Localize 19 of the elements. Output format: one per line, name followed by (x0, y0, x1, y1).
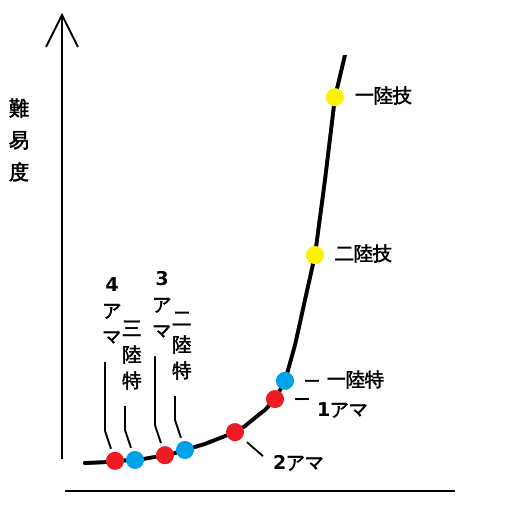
point (156, 446, 174, 464)
annotation: 一陸特 (327, 368, 384, 391)
y-axis-title: 難易度 (8, 95, 30, 186)
annotation: 4アマ (102, 274, 122, 348)
annotation: 2アマ (273, 452, 324, 474)
annotation: 3アマ (152, 268, 172, 342)
text: 一陸技 (355, 85, 413, 108)
annotation: 1アマ (317, 399, 368, 422)
point (226, 423, 244, 442)
point (106, 452, 124, 470)
annotation: 三陸特 (122, 318, 142, 392)
point (326, 88, 344, 106)
annotation: 二陸特 (172, 308, 192, 382)
annotation: 二陸技 (335, 243, 393, 266)
point (276, 372, 294, 390)
point (176, 440, 194, 459)
point (126, 450, 144, 469)
point (266, 390, 284, 408)
point (306, 246, 324, 264)
